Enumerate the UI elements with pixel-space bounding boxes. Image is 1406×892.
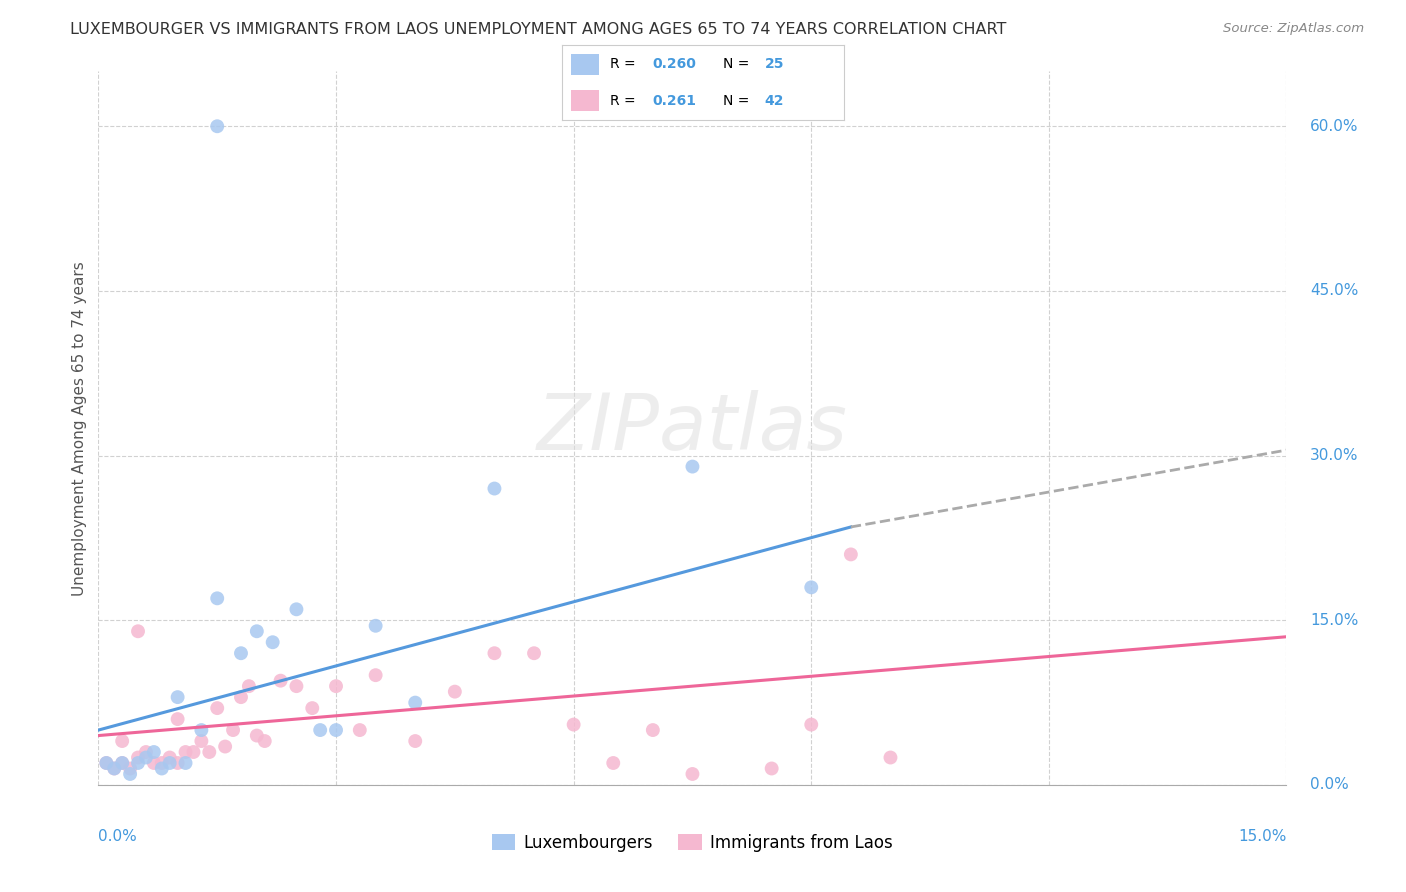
Point [364, 668, 387, 682]
Point [111, 756, 134, 770]
Text: Source: ZipAtlas.com: Source: ZipAtlas.com [1223, 22, 1364, 36]
Point [190, 723, 212, 737]
Point [800, 580, 823, 594]
Point [150, 756, 173, 770]
Text: R =: R = [610, 57, 640, 71]
Point [174, 756, 197, 770]
Point [142, 756, 165, 770]
Text: 0.261: 0.261 [652, 94, 696, 108]
Text: 45.0%: 45.0% [1310, 284, 1358, 299]
Point [207, 591, 229, 606]
Point [641, 723, 664, 737]
Point [325, 723, 347, 737]
Point [404, 734, 426, 748]
Point [103, 762, 125, 776]
Point [190, 734, 212, 748]
Y-axis label: Unemployment Among Ages 65 to 74 years: Unemployment Among Ages 65 to 74 years [72, 260, 87, 596]
Point [285, 679, 308, 693]
Point [484, 646, 506, 660]
Point [111, 756, 134, 770]
Point [325, 679, 347, 693]
Point [761, 762, 783, 776]
Point [523, 646, 546, 660]
Point [246, 729, 269, 743]
Point [253, 734, 276, 748]
Point [484, 482, 506, 496]
Text: N =: N = [723, 94, 754, 108]
Point [127, 756, 149, 770]
Point [166, 690, 188, 705]
Point [120, 762, 142, 776]
Point [238, 679, 260, 693]
Text: R =: R = [610, 94, 644, 108]
Point [166, 712, 188, 726]
Point [103, 762, 125, 776]
Text: 42: 42 [765, 94, 785, 108]
Point [602, 756, 624, 770]
Point [127, 750, 149, 764]
Text: ZIPatlas: ZIPatlas [537, 390, 848, 467]
Point [309, 723, 332, 737]
Point [183, 745, 205, 759]
Point [444, 684, 467, 698]
Text: 15.0%: 15.0% [1310, 613, 1358, 628]
Point [262, 635, 284, 649]
Text: 60.0%: 60.0% [1310, 119, 1358, 134]
Point [96, 756, 118, 770]
Point [364, 619, 387, 633]
Point [229, 690, 252, 705]
Point [879, 750, 901, 764]
Point [159, 756, 181, 770]
Point [222, 723, 245, 737]
Point [142, 745, 165, 759]
Point [681, 459, 703, 474]
Text: 0.0%: 0.0% [98, 829, 138, 844]
Point [800, 717, 823, 731]
Point [229, 646, 252, 660]
Point [207, 701, 229, 715]
Bar [571, 54, 599, 75]
Point [285, 602, 308, 616]
Point [96, 756, 118, 770]
Point [198, 745, 221, 759]
Point [174, 745, 197, 759]
Bar [571, 90, 599, 112]
Point [562, 717, 585, 731]
Point [120, 767, 142, 781]
Point [349, 723, 371, 737]
Point [135, 745, 157, 759]
Text: 0.0%: 0.0% [1310, 778, 1348, 792]
Text: 30.0%: 30.0% [1310, 448, 1358, 463]
Text: 0.260: 0.260 [652, 57, 696, 71]
Point [681, 767, 703, 781]
Point [404, 696, 426, 710]
Text: N =: N = [723, 57, 754, 71]
Point [207, 120, 229, 134]
Point [150, 762, 173, 776]
Point [214, 739, 236, 754]
Point [135, 750, 157, 764]
Point [166, 756, 188, 770]
Point [159, 750, 181, 764]
Text: 15.0%: 15.0% [1239, 829, 1286, 844]
Point [270, 673, 292, 688]
Text: 25: 25 [765, 57, 785, 71]
Point [839, 548, 862, 562]
Point [127, 624, 149, 639]
Point [246, 624, 269, 639]
Point [301, 701, 323, 715]
Legend: Luxembourgers, Immigrants from Laos: Luxembourgers, Immigrants from Laos [485, 828, 900, 859]
Text: LUXEMBOURGER VS IMMIGRANTS FROM LAOS UNEMPLOYMENT AMONG AGES 65 TO 74 YEARS CORR: LUXEMBOURGER VS IMMIGRANTS FROM LAOS UNE… [70, 22, 1007, 37]
Point [111, 734, 134, 748]
